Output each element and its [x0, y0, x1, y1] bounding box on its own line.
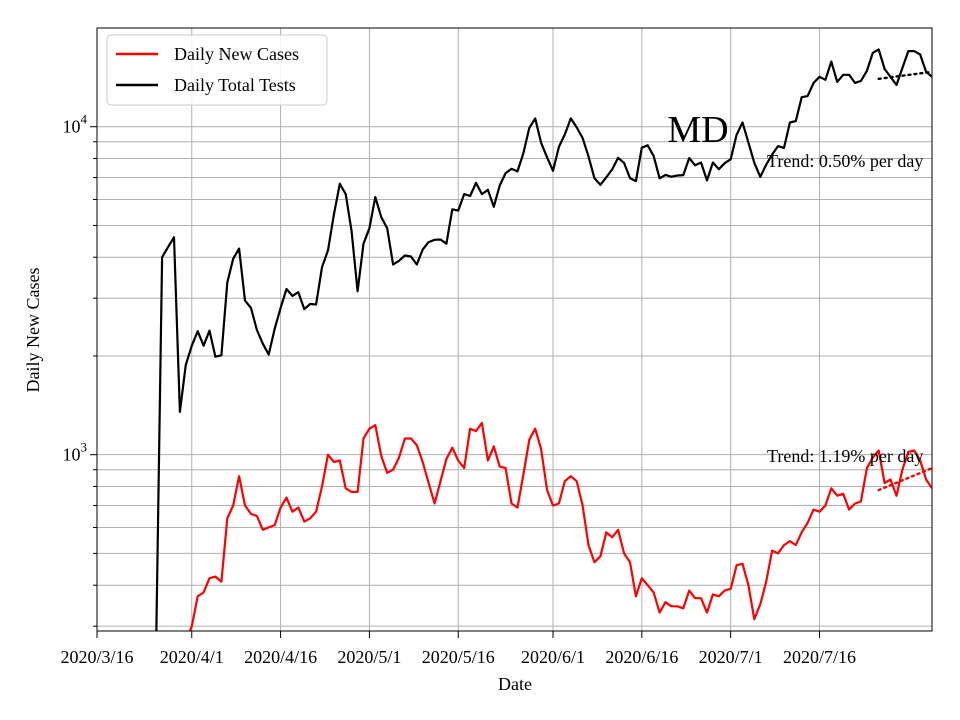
- axes-frame: [96, 27, 933, 632]
- x-tick-label: 2020/5/1: [337, 647, 401, 667]
- trend-line-cases: [877, 466, 932, 492]
- legend-label-tests: Daily Total Tests: [174, 75, 296, 95]
- trend-label-tests: Trend: 0.50% per day: [767, 151, 923, 171]
- y-tick-label: 104: [63, 112, 88, 137]
- legend-box: [106, 34, 328, 106]
- x-axis-label: Date: [498, 674, 532, 694]
- y-axis-label: Daily New Cases: [23, 268, 43, 393]
- x-tick-label: 2020/6/1: [521, 647, 585, 667]
- trend-line-tests: [877, 70, 932, 81]
- series-layer: [155, 48, 932, 631]
- legend-label-cases: Daily New Cases: [174, 44, 299, 64]
- x-tick-label: 2020/7/1: [699, 647, 763, 667]
- series-daily-new-cases: [188, 421, 932, 631]
- x-tick-label: 2020/5/16: [422, 647, 495, 667]
- trend-layer: [877, 70, 932, 492]
- x-tick-label: 2020/7/16: [783, 647, 856, 667]
- x-tick-label: 2020/4/16: [244, 647, 317, 667]
- chart-title: MD: [667, 109, 728, 151]
- series-daily-total-tests: [155, 48, 932, 631]
- x-tick-label: 2020/6/16: [605, 647, 678, 667]
- x-tick-label: 2020/4/1: [160, 647, 224, 667]
- y-axis-ticks: 103 104: [63, 112, 97, 627]
- x-axis-ticks: 2020/3/16 2020/4/1 2020/4/16 2020/5/1 2020/5…: [60, 631, 856, 667]
- y-tick-label: 103: [63, 440, 88, 465]
- trend-label-cases: Trend: 1.19% per day: [767, 446, 923, 466]
- legend: Daily New Cases Daily Total Tests: [106, 34, 328, 106]
- x-tick-label: 2020/3/16: [60, 647, 133, 667]
